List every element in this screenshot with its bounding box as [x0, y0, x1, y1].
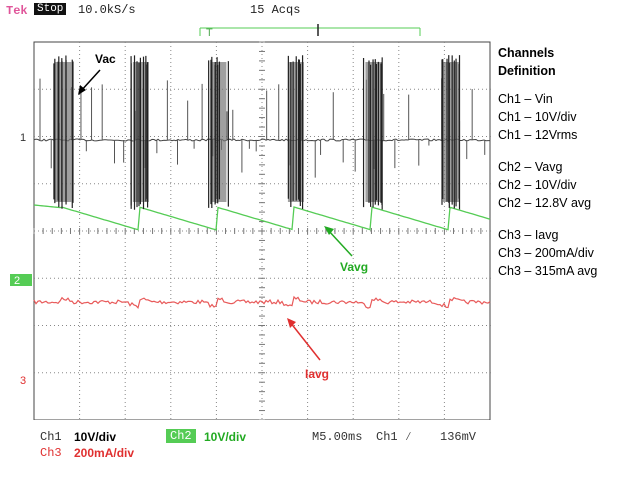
- legend-line: Ch1 – 12Vrms: [498, 128, 578, 142]
- ch2-scale: 10V/div: [204, 430, 247, 444]
- ch2-trace: [33, 204, 491, 231]
- ch1-trace: [33, 55, 490, 210]
- iavg-label: Iavg: [305, 367, 329, 381]
- sample-rate: 10.0kS/s: [78, 3, 136, 17]
- trigger-source: Ch1 ∕: [376, 430, 413, 444]
- legend-group-ch2: Ch2 – Vavg Ch2 – 10V/div Ch2 – 12.8V avg: [498, 158, 630, 212]
- legend-title-line1: Channels: [498, 46, 555, 60]
- vavg-arrow: [327, 229, 353, 257]
- acquisition-count: 15 Acqs: [250, 3, 301, 17]
- legend-line: Ch3 – 315mA avg: [498, 264, 598, 278]
- trigger-level: 136mV: [440, 430, 477, 444]
- timebase: M5.00ms: [312, 430, 363, 444]
- traces: [33, 55, 491, 309]
- ch3-level-marker: 3: [20, 375, 26, 387]
- legend-line: Ch1 – Vin: [498, 92, 553, 106]
- vac-annotation: Vac: [78, 52, 116, 95]
- trigger-marker: T: [206, 27, 213, 39]
- channels-legend: Channels Definition Ch1 – Vin Ch1 – 10V/…: [498, 44, 630, 294]
- trigger-position-bracket: T: [199, 24, 421, 39]
- legend-line: Ch1 – 10V/div: [498, 110, 577, 124]
- legend-group-ch1: Ch1 – Vin Ch1 – 10V/div Ch1 – 12Vrms: [498, 90, 630, 144]
- ch3-label: Ch3: [40, 446, 62, 460]
- ch2-level-marker-bg: [10, 274, 32, 286]
- scope-footer: Ch1 10V/div Ch2 10V/div M5.00ms Ch1 ∕ 13…: [0, 426, 500, 481]
- vavg-label: Vavg: [340, 260, 368, 274]
- ch1-scale: 10V/div: [74, 430, 117, 444]
- legend-title-line2: Definition: [498, 64, 556, 78]
- legend-line: Ch2 – Vavg: [498, 160, 563, 174]
- legend-line: Ch3 – Iavg: [498, 228, 559, 242]
- iavg-arrow: [289, 321, 321, 361]
- oscilloscope-plot: T 1 2 3 Vac Vavg Iavg: [10, 24, 491, 420]
- ch2-label: Ch2: [166, 429, 196, 443]
- scope-status-bar: Tek Stop 10.0kS/s 15 Acqs: [0, 0, 500, 40]
- ch2-level-marker: 2: [14, 275, 20, 287]
- legend-line: Ch3 – 200mA/div: [498, 246, 594, 260]
- vavg-annotation: Vavg: [324, 226, 368, 274]
- brand-label: Tek: [6, 4, 28, 18]
- ch3-scale: 200mA/div: [74, 446, 135, 460]
- legend-line: Ch2 – 10V/div: [498, 178, 577, 192]
- iavg-annotation: Iavg: [287, 318, 329, 381]
- ch3-trace: [33, 295, 491, 309]
- legend-line: Ch2 – 12.8V avg: [498, 196, 592, 210]
- ch1-level-marker: 1: [20, 132, 26, 144]
- vac-label: Vac: [95, 52, 116, 66]
- acquisition-state: Stop: [34, 3, 67, 15]
- legend-group-ch3: Ch3 – Iavg Ch3 – 200mA/div Ch3 – 315mA a…: [498, 226, 630, 280]
- ch1-label: Ch1: [40, 430, 62, 444]
- legend-title: Channels Definition: [498, 44, 630, 80]
